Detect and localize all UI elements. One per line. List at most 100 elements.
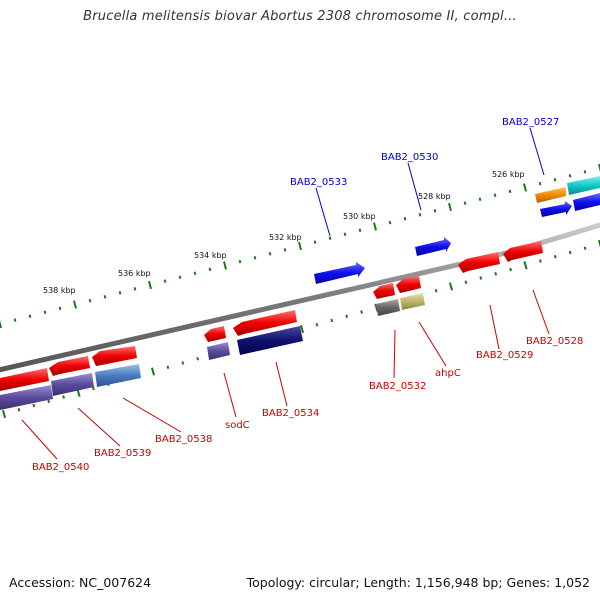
- upper-ruler-minor-tick: [163, 279, 167, 283]
- upper-ruler-minor-tick: [103, 294, 107, 299]
- gene-label-bab2-0534[interactable]: BAB2_0534: [262, 408, 319, 419]
- lower-ruler-minor-tick: [330, 318, 334, 323]
- tick-label-534: 534 kbp: [194, 251, 227, 260]
- gene-label-sodc[interactable]: sodC: [225, 420, 250, 431]
- gene-arrow-bab2-0533[interactable]: [314, 262, 365, 284]
- upper-ruler-minor-tick: [478, 197, 482, 201]
- lower-ruler-minor-tick: [32, 403, 36, 408]
- lower-ruler-minor-tick: [539, 259, 542, 263]
- gene-arrow-navy[interactable]: [237, 326, 303, 355]
- map-title: Brucella melitensis biovar Abortus 2308 …: [83, 9, 517, 24]
- gene-arrow-bab2-0530[interactable]: [415, 237, 451, 256]
- gene-arrow-khaki[interactable]: [400, 293, 425, 310]
- upper-ruler-minor-tick: [133, 287, 137, 291]
- upper-ruler-minor-tick: [343, 232, 347, 237]
- lower-ruler-major-tick: [150, 367, 156, 376]
- tick-label-538: 538 kbp: [43, 286, 76, 295]
- upper-ruler-minor-tick: [313, 240, 317, 244]
- gene-arrow-bab2-0529[interactable]: [458, 252, 500, 273]
- upper-ruler-minor-tick: [418, 213, 422, 217]
- upper-ruler-minor-tick: [178, 275, 182, 279]
- upper-ruler-major-tick: [448, 202, 452, 212]
- lower-ruler-minor-tick: [464, 280, 468, 285]
- upper-ruler-minor-tick: [253, 255, 257, 260]
- tick-label-530: 530 kbp: [343, 212, 376, 221]
- upper-ruler-minor-tick: [88, 298, 92, 303]
- upper-ruler-major-tick: [598, 163, 600, 173]
- upper-ruler-major-tick: [523, 183, 527, 192]
- lower-ruler-minor-tick: [196, 356, 200, 361]
- upper-ruler-major-tick: [148, 280, 152, 290]
- gene-arrow-purple-left[interactable]: [0, 385, 53, 410]
- gene-arrow-orange[interactable]: [535, 187, 566, 203]
- upper-ruler-major-tick: [73, 300, 77, 309]
- gene-arrow-ahpc[interactable]: [396, 276, 421, 293]
- lower-ruler-minor-tick: [360, 310, 363, 314]
- gene-arrow-bab2-0527[interactable]: [540, 201, 572, 217]
- gene-label-bab2-0527[interactable]: BAB2_0527: [502, 117, 559, 128]
- lower-ruler-major-tick: [299, 324, 305, 334]
- upper-ruler-minor-tick: [58, 306, 62, 311]
- gene-arrow-purple-small[interactable]: [207, 342, 230, 360]
- upper-ruler-minor-tick: [268, 252, 272, 256]
- gene-arrow-steel[interactable]: [95, 364, 141, 387]
- reverse-genes: [0, 241, 543, 410]
- lower-ruler-major-tick: [1, 409, 7, 419]
- gene-label-bab2-0540[interactable]: BAB2_0540: [32, 462, 89, 473]
- upper-ruler-minor-tick: [238, 259, 242, 264]
- forward-genes: [314, 176, 600, 284]
- upper-ruler-major-tick: [373, 222, 377, 231]
- gene-arrow-bab2-0540[interactable]: [0, 368, 49, 391]
- upper-ruler-minor-tick: [568, 174, 572, 178]
- lower-ruler-minor-tick: [509, 267, 512, 272]
- lower-ruler-minor-tick: [434, 288, 438, 293]
- gene-label-bab2-0538[interactable]: BAB2_0538: [155, 434, 212, 445]
- upper-ruler-minor-tick: [538, 181, 542, 186]
- upper-ruler-minor-tick: [463, 201, 467, 205]
- gene-arrow-gray[interactable]: [376, 299, 400, 316]
- gene-arrow-bab2-0538[interactable]: [92, 346, 137, 366]
- lower-ruler-minor-tick: [583, 246, 587, 251]
- upper-ruler-major-tick: [298, 241, 302, 251]
- lower-ruler-minor-tick: [47, 399, 51, 404]
- lower-ruler-minor-tick: [494, 271, 498, 276]
- upper-ruler-minor-tick: [493, 193, 497, 198]
- genome-backbone: [0, 222, 600, 373]
- upper-ruler-minor-tick: [193, 271, 197, 276]
- gene-arrow-blue-right[interactable]: [573, 193, 600, 211]
- upper-ruler-minor-tick: [433, 209, 437, 213]
- gene-arrow-cyan-a[interactable]: [567, 176, 600, 195]
- upper-tick-ruler: [0, 163, 600, 329]
- lower-ruler-major-tick: [523, 261, 528, 270]
- gene-label-bab2-0533[interactable]: BAB2_0533: [290, 177, 347, 188]
- lower-tick-ruler: [1, 239, 600, 419]
- upper-ruler-minor-tick: [583, 170, 587, 174]
- gene-arrow-sodc[interactable]: [204, 326, 226, 342]
- gene-arrow-bab2-0534[interactable]: [233, 310, 297, 336]
- upper-ruler-minor-tick: [283, 248, 287, 252]
- upper-ruler-minor-tick: [43, 310, 47, 315]
- upper-ruler-minor-tick: [208, 267, 212, 272]
- gene-label-bab2-0530[interactable]: BAB2_0530: [381, 152, 438, 163]
- lower-ruler-major-tick: [448, 282, 454, 291]
- gene-arrow-bab2-0539[interactable]: [49, 356, 90, 376]
- gene-arrow-bab2-0528[interactable]: [503, 241, 543, 262]
- lower-ruler-minor-tick: [166, 365, 170, 370]
- topology-summary: Topology: circular; Length: 1,156,948 bp…: [246, 575, 590, 590]
- gene-arrow-purple-mid[interactable]: [51, 373, 94, 396]
- lower-ruler-minor-tick: [181, 361, 185, 365]
- upper-ruler-minor-tick: [403, 216, 407, 221]
- gene-label-bab2-0539[interactable]: BAB2_0539: [94, 448, 151, 459]
- gene-label-bab2-0532[interactable]: BAB2_0532: [369, 381, 426, 392]
- accession-text: Accession: NC_007624: [9, 575, 152, 590]
- gene-label-bab2-0528[interactable]: BAB2_0528: [526, 336, 583, 347]
- gene-label-ahpc[interactable]: ahpC: [435, 368, 461, 379]
- tick-label-532: 532 kbp: [269, 233, 302, 242]
- gene-label-bab2-0529[interactable]: BAB2_0529: [476, 350, 533, 361]
- gene-arrow-bab2-0532[interactable]: [373, 283, 395, 299]
- tick-label-536: 536 kbp: [118, 269, 151, 278]
- lower-ruler-minor-tick: [17, 407, 21, 412]
- upper-ruler-minor-tick: [328, 236, 332, 240]
- forward-leader-lines: [315, 127, 545, 237]
- lower-ruler-minor-tick: [315, 322, 319, 327]
